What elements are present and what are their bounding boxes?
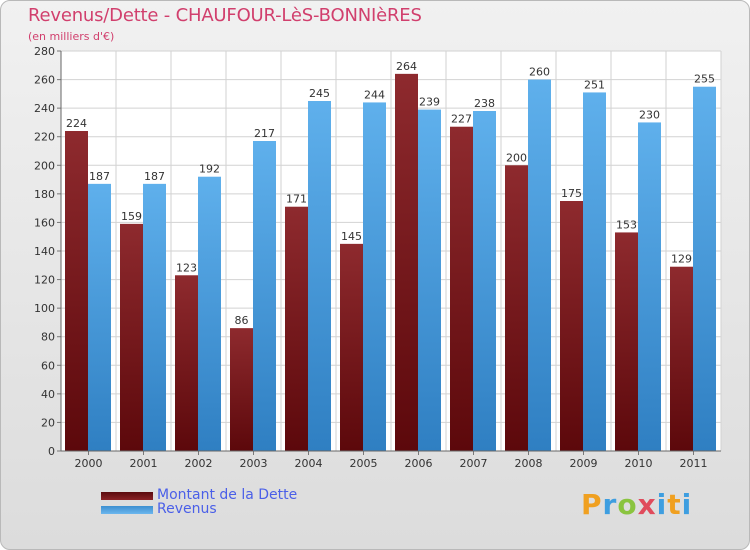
value-label-revenue: 244 xyxy=(364,88,385,101)
value-label-debt: 175 xyxy=(561,187,582,200)
bar-debt xyxy=(285,206,308,451)
bar-debt xyxy=(230,328,253,451)
bar-revenue xyxy=(143,183,166,451)
value-label-revenue: 238 xyxy=(474,97,495,110)
x-tick-label: 2006 xyxy=(405,457,433,470)
x-tick-label: 2007 xyxy=(460,457,488,470)
value-label-revenue: 251 xyxy=(584,78,605,91)
bar-revenue xyxy=(418,109,441,452)
bar-revenue xyxy=(253,141,276,451)
legend-label-debt: Montant de la Dette xyxy=(157,487,298,503)
y-tick-label: 80 xyxy=(41,331,55,344)
bar-debt xyxy=(670,266,693,451)
x-tick-label: 2000 xyxy=(75,457,103,470)
value-label-revenue: 187 xyxy=(144,170,165,183)
bar-debt xyxy=(395,73,418,451)
value-label-revenue: 260 xyxy=(529,66,550,79)
bar-debt xyxy=(175,275,198,451)
value-label-debt: 159 xyxy=(121,210,142,223)
x-tick-label: 2002 xyxy=(185,457,213,470)
proxiti-logo: Proxiti xyxy=(581,488,693,521)
value-label-debt: 171 xyxy=(286,193,307,206)
y-tick-label: 40 xyxy=(41,388,55,401)
bar-revenue xyxy=(583,92,606,451)
bar-debt xyxy=(340,243,363,451)
bar-debt xyxy=(560,201,583,451)
value-label-debt: 227 xyxy=(451,113,472,126)
y-tick-label: 160 xyxy=(34,216,55,229)
value-label-revenue: 217 xyxy=(254,127,275,140)
bar-debt xyxy=(505,165,528,452)
value-label-revenue: 187 xyxy=(89,170,110,183)
y-tick-label: 220 xyxy=(34,131,55,144)
bar-debt xyxy=(120,223,143,451)
value-label-debt: 200 xyxy=(506,151,527,164)
bar-revenue xyxy=(528,79,551,452)
x-tick-label: 2008 xyxy=(515,457,543,470)
y-tick-label: 0 xyxy=(48,445,55,458)
value-label-debt: 129 xyxy=(671,253,692,266)
value-label-debt: 86 xyxy=(235,314,249,327)
value-label-revenue: 192 xyxy=(199,163,220,176)
chart-title: Revenus/Dette - CHAUFOUR-LèS-BONNIèRES xyxy=(28,5,422,26)
bar-revenue xyxy=(638,122,661,451)
y-tick-label: 100 xyxy=(34,302,55,315)
x-tick-label: 2003 xyxy=(240,457,268,470)
bar-debt xyxy=(615,232,638,451)
y-tick-label: 120 xyxy=(34,274,55,287)
bar-revenue xyxy=(308,101,331,451)
value-label-debt: 224 xyxy=(66,117,87,130)
y-tick-label: 240 xyxy=(34,102,55,115)
bar-revenue xyxy=(693,86,716,451)
x-tick-label: 2004 xyxy=(295,457,323,470)
y-tick-label: 200 xyxy=(34,159,55,172)
value-label-debt: 145 xyxy=(341,230,362,243)
x-tick-label: 2009 xyxy=(570,457,598,470)
y-tick-label: 140 xyxy=(34,245,55,258)
y-tick-label: 260 xyxy=(34,74,55,87)
y-tick-label: 280 xyxy=(34,45,55,58)
x-tick-label: 2005 xyxy=(350,457,378,470)
bar-revenue xyxy=(88,183,111,451)
value-label-debt: 123 xyxy=(176,261,197,274)
bar-debt xyxy=(65,131,88,451)
value-label-revenue: 239 xyxy=(419,96,440,109)
bar-revenue xyxy=(473,111,496,451)
value-label-debt: 153 xyxy=(616,218,637,231)
value-label-revenue: 255 xyxy=(694,73,715,86)
x-tick-label: 2010 xyxy=(625,457,653,470)
x-tick-label: 2001 xyxy=(130,457,158,470)
x-tick-label: 2011 xyxy=(680,457,708,470)
legend-swatch-revenue xyxy=(101,506,153,514)
value-label-revenue: 230 xyxy=(639,108,660,121)
y-tick-label: 60 xyxy=(41,359,55,372)
legend-swatch-debt xyxy=(101,492,153,500)
y-tick-label: 180 xyxy=(34,188,55,201)
legend-label-revenue: Revenus xyxy=(157,501,217,517)
y-tick-label: 20 xyxy=(41,416,55,429)
value-label-revenue: 245 xyxy=(309,87,330,100)
chart-subtitle: (en milliers d'€) xyxy=(28,30,115,43)
bar-revenue xyxy=(363,102,386,451)
bar-debt xyxy=(450,126,473,451)
bar-revenue xyxy=(198,176,221,451)
value-label-debt: 264 xyxy=(396,60,417,73)
